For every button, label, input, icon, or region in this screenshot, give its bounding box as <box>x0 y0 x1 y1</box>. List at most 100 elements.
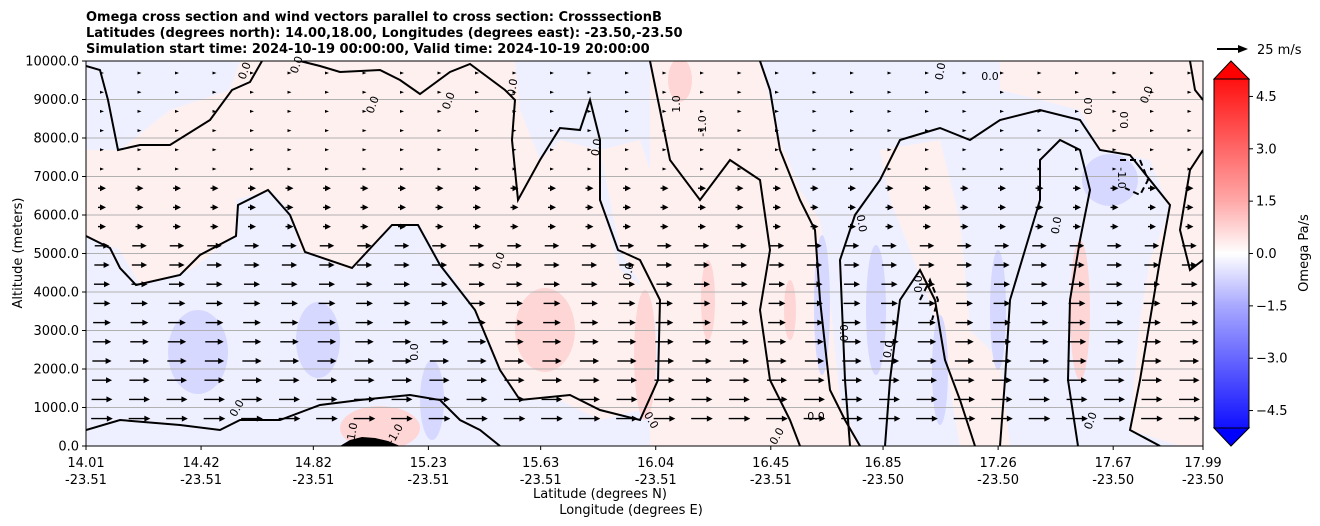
wind-vector <box>167 338 187 345</box>
wind-vector <box>807 242 822 249</box>
wind-vector <box>550 109 554 113</box>
wind-vector <box>355 319 374 326</box>
wind-vector <box>1187 148 1192 152</box>
wind-vector <box>804 377 825 384</box>
zero-contour-right-f <box>1178 149 1203 272</box>
wind-vector <box>505 319 524 326</box>
wind-vector <box>1143 281 1161 288</box>
wind-vector <box>812 71 817 75</box>
chart-title-line-1: Omega cross section and wind vectors par… <box>86 10 662 25</box>
wind-vector <box>437 109 442 113</box>
contour-label: 0.0 <box>854 214 870 233</box>
wind-vector <box>504 358 525 364</box>
wind-vector <box>625 129 629 133</box>
wind-vector <box>994 262 1010 268</box>
wind-vector <box>204 396 225 403</box>
wind-vector <box>991 415 1013 422</box>
wind-vector <box>994 242 1010 249</box>
wind-vector <box>769 242 785 249</box>
wind-vector <box>1179 377 1200 384</box>
wind-vector <box>542 338 562 345</box>
wind-vector <box>287 71 292 75</box>
wind-vector <box>775 129 779 133</box>
wind-vector <box>325 109 329 113</box>
wind-vector <box>1037 129 1042 133</box>
wind-vector <box>1066 377 1088 384</box>
wind-vector <box>737 148 742 152</box>
wind-vector <box>653 415 676 422</box>
wind-vector <box>1112 148 1117 152</box>
wind-vector <box>766 415 788 422</box>
wind-vector <box>319 262 335 268</box>
wind-vector <box>1066 396 1088 403</box>
wind-vector <box>362 167 367 171</box>
contour-label: 0.0 <box>1082 410 1100 431</box>
wind-vector <box>1031 281 1048 288</box>
wind-vector <box>1069 262 1085 268</box>
wind-vector <box>1187 167 1192 171</box>
wind-vector <box>362 148 367 152</box>
wind-vector <box>550 90 554 94</box>
wind-vector <box>887 148 892 152</box>
wind-vector <box>579 358 600 364</box>
wind-vector <box>512 148 517 152</box>
wind-vector <box>100 129 104 133</box>
wind-vector <box>1035 185 1044 192</box>
wind-vector <box>625 167 629 171</box>
wind-vector <box>660 204 669 211</box>
wind-vector <box>662 71 667 75</box>
contour-label: 0.0 <box>881 340 897 359</box>
quiver-key: 25 m/s <box>1217 43 1302 58</box>
wind-vector <box>318 300 336 307</box>
wind-vector <box>925 148 929 152</box>
negative-omega-patch-6 <box>932 315 948 425</box>
wind-vector <box>1068 281 1086 288</box>
wind-vector <box>475 129 479 133</box>
wind-vector <box>212 129 217 133</box>
wind-vector <box>587 148 592 152</box>
wind-vector <box>93 300 111 307</box>
wind-vector <box>1141 377 1163 384</box>
negative-omega-patch-2 <box>296 302 340 378</box>
wind-vector <box>579 377 600 384</box>
wind-vector <box>993 281 1011 288</box>
wind-vector <box>1181 300 1198 307</box>
wind-vector <box>662 167 667 171</box>
wind-vector <box>437 90 442 94</box>
wind-vector <box>735 223 744 230</box>
wind-vector <box>879 358 900 364</box>
minus-one-contour-mid-right <box>919 277 940 321</box>
y-tick-label: 8000.0 <box>34 132 80 147</box>
wind-vector <box>166 396 188 403</box>
wind-vector <box>810 204 819 211</box>
wind-vector <box>473 204 481 211</box>
colorbar-extend-max <box>1212 60 1251 80</box>
wind-vector <box>325 90 329 94</box>
wind-vector <box>175 90 179 94</box>
wind-vector <box>323 223 331 230</box>
wind-vector <box>1187 90 1192 94</box>
wind-vector <box>392 358 412 364</box>
wind-vector <box>880 319 899 326</box>
wind-vector <box>805 338 824 345</box>
wind-vector <box>812 129 817 133</box>
wind-vector <box>1105 319 1124 326</box>
wind-vector <box>656 300 673 307</box>
wind-vector <box>503 415 526 422</box>
wind-vector <box>660 185 669 192</box>
wind-vector <box>391 377 413 384</box>
x-tick-label-lon: -23.51 <box>520 473 562 488</box>
wind-vector <box>391 415 413 422</box>
wind-vector <box>512 129 517 133</box>
wind-vector <box>962 90 967 94</box>
wind-vector <box>916 396 938 403</box>
wind-vector <box>654 377 675 384</box>
wind-vector <box>918 319 936 326</box>
positive-omega-patch-7 <box>340 406 420 446</box>
x-tick-label-lat: 14.42 <box>182 456 219 471</box>
wind-vector <box>698 185 706 192</box>
positive-omega-patch-3 <box>701 260 715 340</box>
x-tick-label-lon: -23.50 <box>1092 473 1134 488</box>
wind-vector <box>400 129 404 133</box>
wind-vector <box>98 185 106 192</box>
